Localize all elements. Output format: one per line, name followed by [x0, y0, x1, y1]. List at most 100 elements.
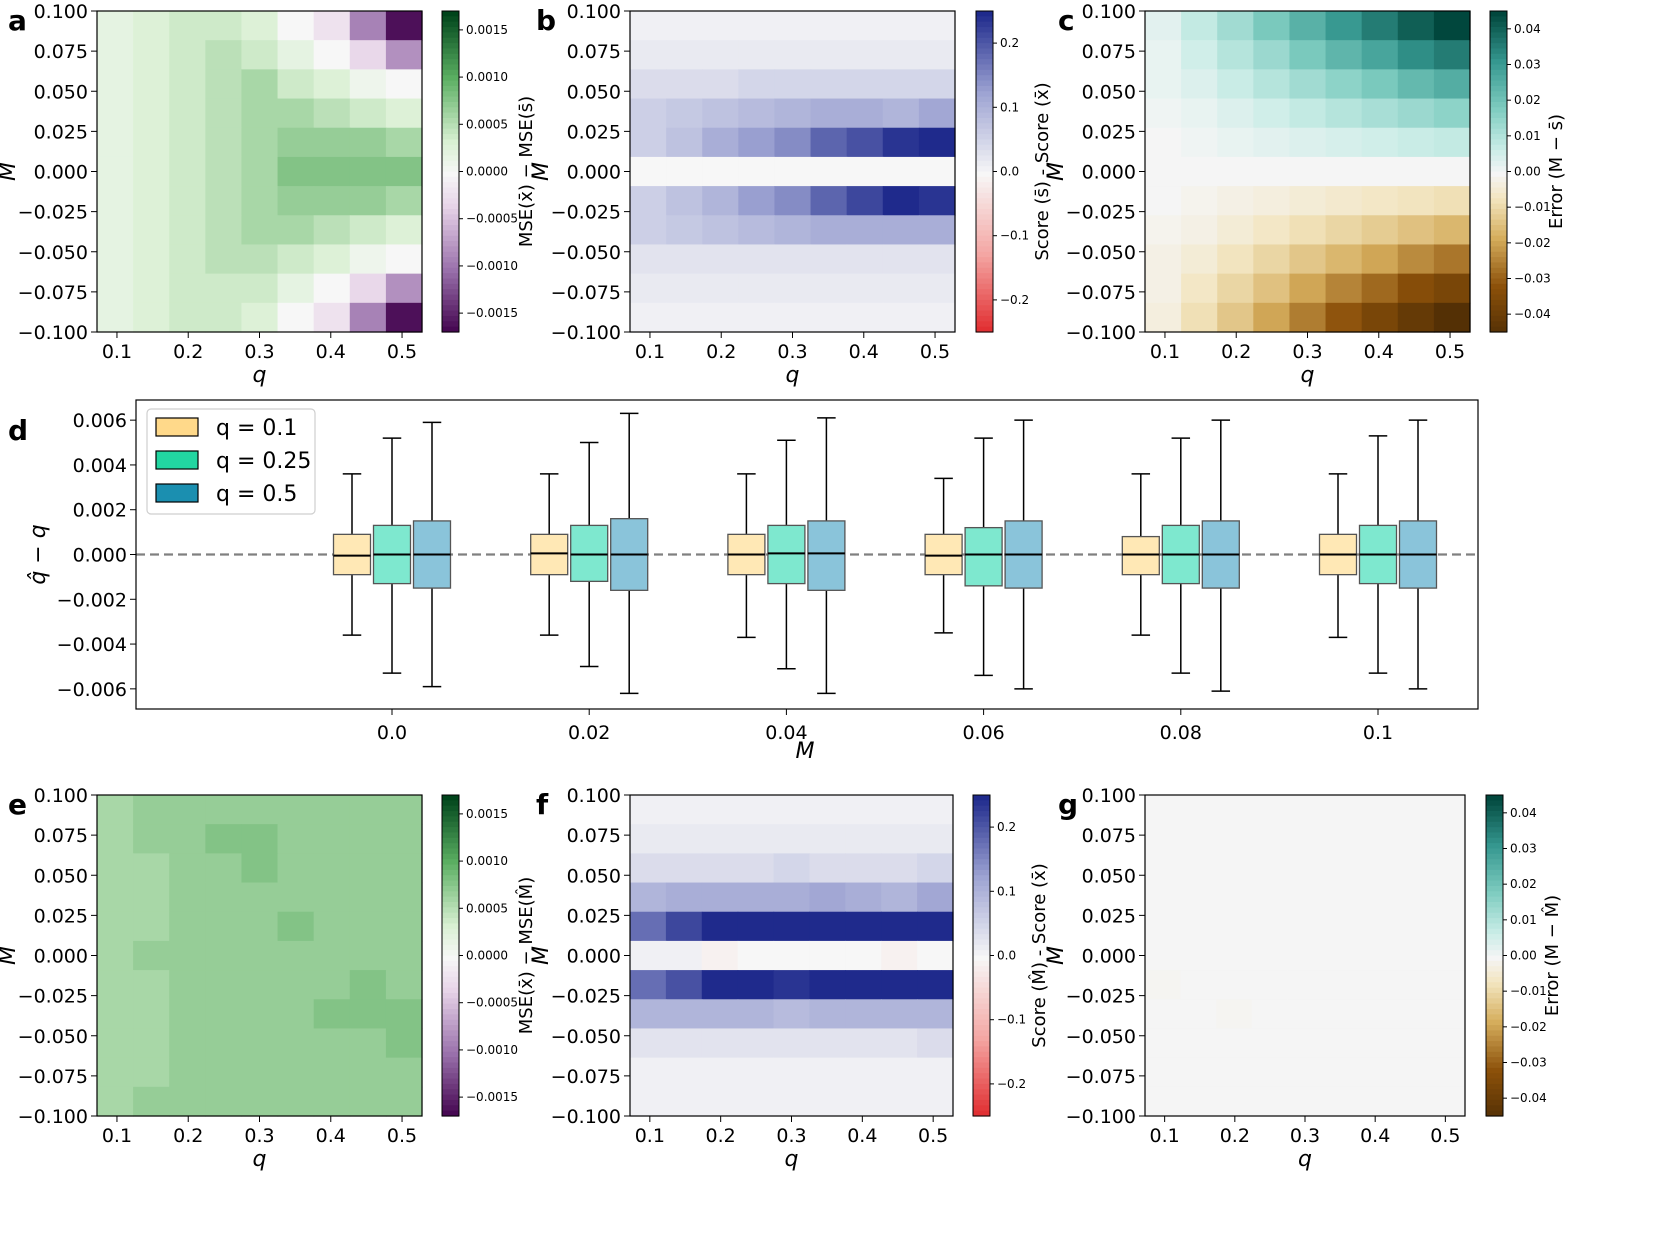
colorbar-segment: [1486, 1110, 1503, 1117]
colorbar-segment: [1490, 155, 1507, 162]
heatmap-cell: [169, 40, 206, 70]
panel-c: c 0.1 0.2 0.3 0.4 0.5 0.100 0.075 0.050 0.025 0.00…: [1044, 1, 1567, 388]
heatmap-cell: [241, 98, 279, 129]
colorbar-segment: [976, 257, 993, 264]
heatmap-cell: [205, 302, 243, 333]
colorbar-segment: [973, 934, 990, 941]
colorbar-segment: [1490, 283, 1507, 290]
heatmap-cell: [738, 11, 776, 41]
heatmap-cell: [773, 999, 811, 1030]
heatmap-cell: [918, 98, 956, 129]
colorbar-segment: [976, 225, 993, 231]
heatmap-cell: [133, 1028, 170, 1059]
heatmap-cell: [810, 98, 848, 129]
heatmap-cell: [385, 215, 423, 246]
colorbar-tick-label: −0.0015: [466, 1090, 518, 1104]
heatmap-cell: [1145, 273, 1182, 304]
colorbar-segment: [442, 241, 459, 247]
x-tick-label: 0.3: [776, 1125, 806, 1147]
heatmap-cell: [349, 1057, 387, 1088]
colorbar-segment: [1486, 880, 1503, 887]
heatmap-cell: [666, 186, 703, 216]
colorbar-segment: [1490, 134, 1507, 140]
colorbar-segment: [1486, 853, 1503, 860]
heatmap-cell: [241, 1086, 279, 1117]
heatmap-cell: [133, 40, 170, 70]
heatmap-cell: [630, 940, 667, 971]
heatmap-cell: [97, 215, 134, 246]
colorbar-segment: [1486, 1078, 1503, 1085]
heatmap-cell: [1289, 302, 1327, 333]
heatmap-cell: [1145, 940, 1182, 971]
heatmap-cell: [97, 940, 134, 971]
heatmap-cell: [773, 1028, 811, 1059]
heatmap-cell: [630, 11, 667, 41]
heatmap-cell: [701, 970, 739, 1000]
heatmap-cell: [1217, 186, 1254, 216]
heatmap-cell: [774, 11, 812, 41]
heatmap-cell: [241, 853, 279, 884]
heatmap-cell: [918, 215, 956, 246]
colorbar-segment: [976, 283, 993, 290]
y-tick-label: 0.100: [1082, 785, 1136, 807]
colorbar-segment: [976, 305, 993, 312]
colorbar-segment: [976, 208, 993, 215]
colorbar-segment: [973, 1041, 990, 1048]
colorbar-segment: [442, 805, 459, 812]
heatmap-cell: [810, 40, 848, 70]
colorbar-segment: [1486, 827, 1503, 834]
heatmap-cell: [1433, 273, 1471, 304]
heatmap-cell: [313, 1086, 351, 1117]
heatmap-cell: [1145, 127, 1182, 158]
colorbar-tick-label: −0.03: [1510, 1056, 1547, 1070]
heatmap-cell: [737, 1057, 775, 1088]
colorbar-segment: [1490, 48, 1507, 55]
heatmap-cell: [205, 795, 243, 825]
colorbar-segment: [1490, 294, 1507, 301]
heatmap-cell: [774, 156, 812, 187]
legend-swatch: [155, 483, 199, 503]
heatmap-cell: [1361, 186, 1399, 216]
colorbar-segment: [442, 896, 459, 903]
heatmap-cell: [1145, 911, 1182, 942]
heatmap-cell: [702, 11, 739, 41]
heatmap-cell: [737, 999, 775, 1030]
colorbar-segment: [442, 811, 459, 817]
heatmap-cell: [241, 215, 279, 246]
heatmap-cell: [1181, 98, 1218, 129]
heatmap-cell: [1216, 970, 1253, 1000]
colorbar-segment: [973, 1083, 990, 1090]
heatmap-cell: [349, 1028, 387, 1059]
y-tick-label: −0.025: [551, 202, 621, 224]
heatmap-cell: [1397, 156, 1435, 187]
heatmap-cell: [917, 853, 954, 884]
heatmap-cell: [738, 127, 776, 158]
colorbar-tick-label: −0.02: [1510, 1020, 1547, 1034]
heatmap-cell: [385, 302, 423, 333]
heatmap-cell: [1289, 98, 1327, 129]
heatmap-cell: [241, 824, 279, 854]
heatmap-cell: [1358, 824, 1395, 854]
heatmap-cell: [1361, 11, 1399, 41]
heatmap-cell: [349, 98, 387, 129]
colorbar-segment: [973, 880, 990, 887]
colorbar-segment: [1490, 176, 1507, 183]
y-tick-label: −0.075: [18, 1066, 88, 1088]
heatmap-cell: [1393, 1086, 1431, 1117]
heatmap-cell: [774, 273, 812, 304]
colorbar-segment: [973, 1062, 990, 1069]
x-tick-label: 0.1: [635, 341, 665, 363]
colorbar-segment: [442, 64, 459, 71]
heatmap-cell: [169, 244, 206, 275]
colorbar-segment: [976, 139, 993, 146]
heatmap-cell: [882, 98, 920, 129]
heatmap-cell: [1217, 127, 1254, 158]
heatmap-cell: [702, 40, 739, 70]
heatmap-cell: [97, 11, 134, 41]
heatmap-cell: [133, 69, 170, 100]
heatmap-cell: [1429, 1028, 1466, 1059]
heatmap-cell: [882, 215, 920, 246]
heatmap-cell: [1253, 215, 1291, 246]
heatmap-cell: [349, 273, 387, 304]
colorbar-segment: [442, 326, 459, 333]
